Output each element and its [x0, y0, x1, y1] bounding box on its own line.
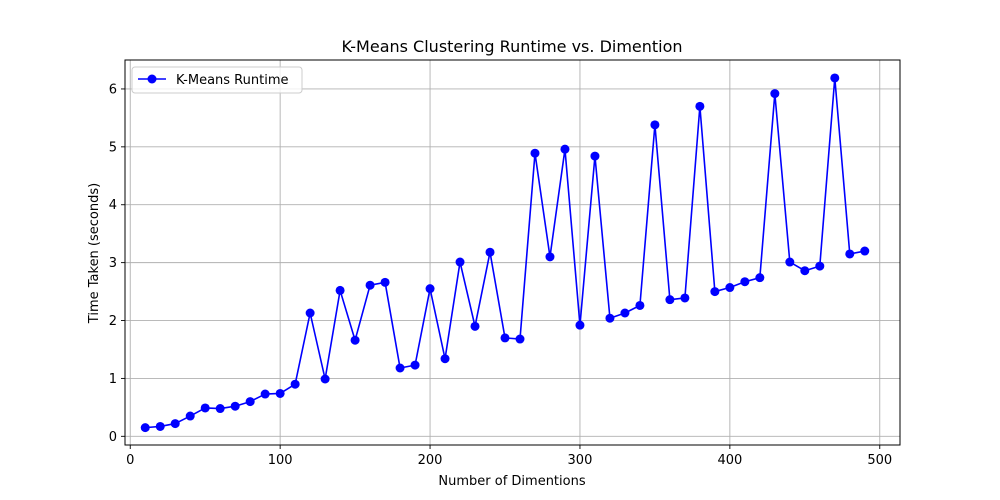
y-tick-label: 5	[109, 140, 117, 155]
data-point	[290, 379, 300, 389]
data-point	[815, 261, 825, 271]
plot-frame	[124, 59, 901, 446]
data-point	[635, 300, 645, 310]
data-point	[530, 148, 540, 158]
data-point	[260, 389, 270, 399]
y-tick-label: 4	[109, 198, 117, 213]
data-point	[365, 280, 375, 290]
x-tick-label: 500	[867, 453, 892, 468]
data-point	[515, 334, 525, 344]
data-point	[575, 320, 585, 330]
y-tick-label: 6	[109, 82, 117, 97]
data-point	[845, 249, 855, 259]
legend: K-Means Runtime	[131, 66, 303, 94]
data-point	[470, 321, 480, 331]
data-point	[140, 423, 150, 433]
x-tick-label: 400	[717, 453, 742, 468]
data-point	[545, 252, 555, 262]
y-tick-label: 3	[109, 256, 117, 271]
data-point	[305, 308, 315, 318]
data-point	[605, 313, 615, 323]
tick-layer: 0 100 200 300 400 500 0 1 2 3 4 5 6	[109, 82, 892, 468]
data-point	[350, 335, 360, 345]
plot-area-background	[125, 60, 900, 445]
data-point	[170, 419, 180, 429]
y-tick-label: 2	[109, 314, 117, 329]
data-point	[440, 354, 450, 364]
data-point	[710, 287, 720, 297]
data-point	[725, 283, 735, 293]
legend-box	[131, 66, 303, 94]
legend-marker-swatch	[147, 74, 157, 84]
y-tick-label: 0	[109, 430, 117, 445]
series-layer	[140, 73, 870, 433]
legend-label: K-Means Runtime	[176, 73, 288, 88]
y-tick-label: 1	[109, 372, 117, 387]
data-point	[155, 421, 165, 431]
data-point	[695, 101, 705, 111]
x-tick-label: 300	[568, 453, 593, 468]
data-point	[500, 333, 510, 343]
data-point	[335, 285, 345, 295]
data-point	[740, 277, 750, 287]
data-point	[755, 273, 765, 283]
y-axis-title: Time Taken (seconds)	[87, 183, 102, 324]
data-point	[665, 295, 675, 305]
data-point	[590, 151, 600, 161]
data-point	[650, 120, 660, 130]
x-tick-label: 200	[418, 453, 443, 468]
data-point	[320, 374, 330, 384]
data-point	[800, 266, 810, 276]
data-point	[185, 411, 195, 421]
data-point	[245, 397, 255, 407]
data-point	[215, 404, 225, 414]
data-point	[230, 401, 240, 411]
data-point	[455, 257, 465, 267]
data-point	[770, 89, 780, 99]
data-point	[275, 388, 285, 398]
data-point	[560, 144, 570, 154]
data-point	[620, 308, 630, 318]
chart-title: K-Means Clustering Runtime vs. Dimention	[341, 37, 682, 56]
x-axis-title: Number of Dimentions	[438, 474, 585, 489]
data-point	[860, 246, 870, 256]
data-point	[410, 360, 420, 370]
data-point	[830, 73, 840, 83]
data-point	[425, 284, 435, 294]
data-point	[785, 257, 795, 267]
data-point	[395, 363, 405, 373]
data-point	[680, 293, 690, 303]
data-point	[485, 247, 495, 257]
x-tick-label: 0	[126, 453, 134, 468]
grid-layer	[125, 60, 900, 445]
x-tick-label: 100	[268, 453, 293, 468]
data-point	[200, 403, 210, 413]
data-point	[380, 277, 390, 287]
